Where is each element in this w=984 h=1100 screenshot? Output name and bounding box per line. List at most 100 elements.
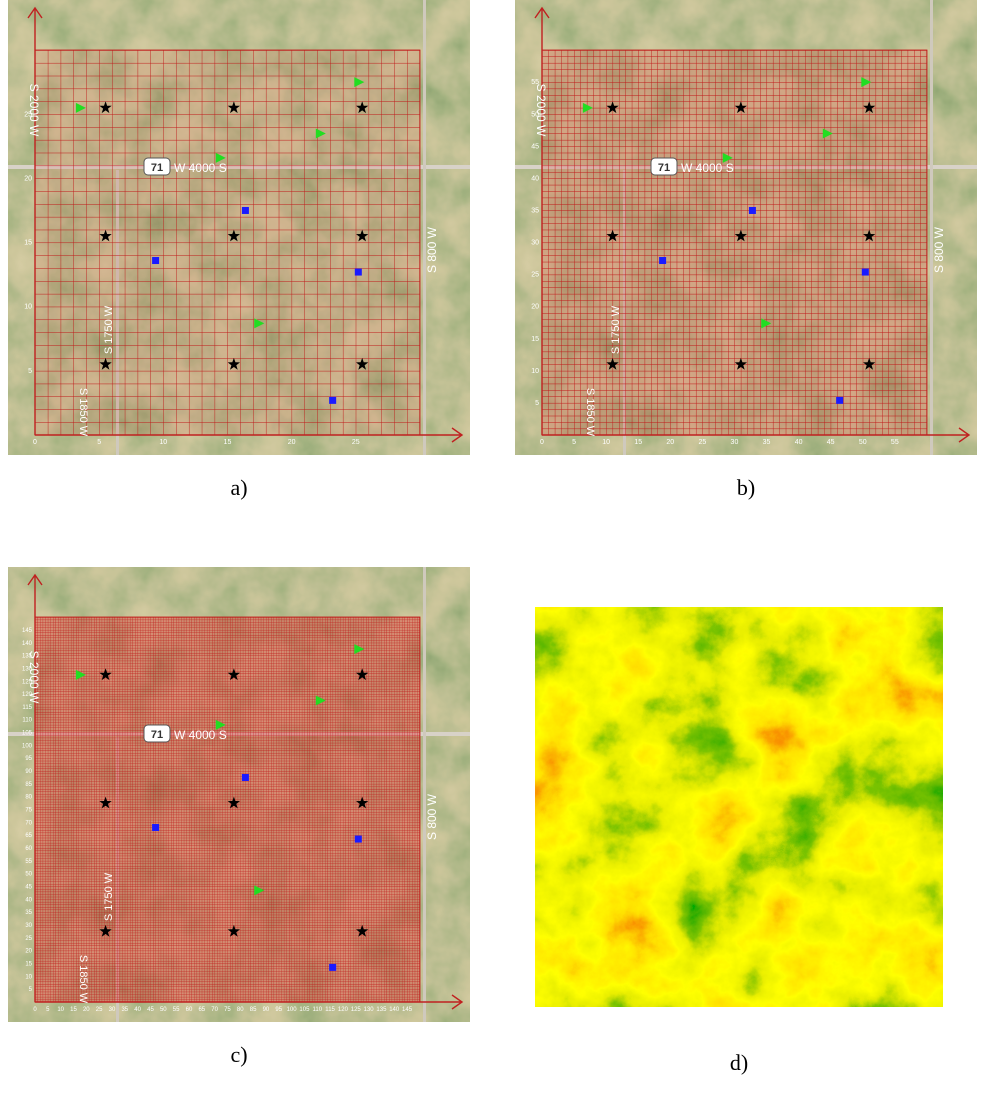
road: [930, 0, 933, 455]
y-tick-label: 25: [25, 936, 32, 942]
y-axis: [27, 573, 43, 1002]
y-tick-label: 55: [25, 859, 32, 865]
y-tick-label: 45: [25, 885, 32, 891]
star-marker: [227, 357, 240, 370]
x-axis: [35, 427, 464, 443]
road-label: S 1850 W: [77, 955, 89, 1004]
y-tick-label: 15: [24, 240, 32, 247]
square-marker: [748, 206, 756, 214]
star-marker: [227, 668, 240, 681]
y-tick-label: 90: [25, 769, 32, 775]
x-tick-label: 35: [763, 439, 771, 446]
y-tick-label: 105: [22, 731, 33, 737]
x-axis: [35, 994, 464, 1010]
triangle-marker: [315, 128, 326, 139]
x-tick-label: 15: [224, 439, 232, 446]
y-tick-label: 75: [25, 808, 32, 814]
star-marker: [606, 101, 619, 114]
y-tick-label: 15: [25, 962, 32, 968]
x-tick-label: 40: [134, 1007, 141, 1013]
x-tick-label: 30: [731, 439, 739, 446]
road-label: S 1850 W: [77, 388, 89, 437]
x-tick-label: 60: [186, 1007, 193, 1013]
y-tick-label: 100: [22, 743, 33, 749]
x-tick-label: 115: [325, 1007, 335, 1013]
square-marker: [861, 268, 869, 276]
x-tick-label: 20: [288, 439, 296, 446]
x-tick-label: 5: [97, 439, 101, 446]
x-tick-label: 75: [224, 1007, 231, 1013]
x-tick-label: 45: [827, 439, 835, 446]
square-marker: [659, 257, 667, 265]
y-tick-label: 60: [25, 846, 32, 852]
x-tick-label: 0: [33, 1007, 37, 1013]
x-tick-label: 70: [211, 1007, 218, 1013]
road-label: S 800 W: [932, 226, 946, 273]
star-marker: [606, 357, 619, 370]
x-tick-label: 105: [299, 1007, 310, 1013]
triangle-marker: [354, 644, 365, 655]
y-tick-label: 65: [25, 833, 32, 839]
heatmap-panel: d): [535, 607, 943, 1075]
y-tick-label: 30: [531, 240, 539, 247]
y-tick-label: 50: [531, 111, 539, 118]
x-tick-label: 20: [666, 439, 674, 446]
y-tick-label: 85: [25, 782, 32, 788]
triangle-marker: [861, 77, 872, 88]
x-tick-label: 25: [96, 1007, 103, 1013]
star-marker: [99, 101, 112, 114]
y-axis: [27, 6, 43, 435]
triangle-marker: [761, 318, 772, 329]
star-marker: [99, 924, 112, 937]
x-tick-label: 130: [364, 1007, 375, 1013]
square-marker: [152, 257, 160, 265]
triangle-marker: [822, 128, 833, 139]
star-marker: [227, 796, 240, 809]
y-tick-label: 10: [25, 974, 32, 980]
square-marker: [241, 206, 249, 214]
star-marker: [227, 229, 240, 242]
x-tick-label: 10: [57, 1007, 64, 1013]
x-axis: [542, 427, 971, 443]
x-tick-label: 85: [250, 1007, 257, 1013]
triangle-marker: [254, 885, 265, 896]
star-marker: [606, 229, 619, 242]
x-tick-label: 140: [389, 1007, 400, 1013]
route-sign: [143, 157, 171, 176]
y-tick-label: 5: [28, 368, 32, 375]
route-number: 71: [658, 162, 670, 174]
x-tick-label: 135: [376, 1007, 387, 1013]
x-tick-label: 35: [121, 1007, 128, 1013]
star-marker: [863, 357, 876, 370]
y-tick-label: 140: [22, 641, 33, 647]
star-marker: [99, 796, 112, 809]
star-marker: [227, 924, 240, 937]
y-tick-label: 20: [531, 304, 539, 311]
triangle-marker: [722, 152, 733, 163]
y-tick-label: 5: [535, 400, 539, 407]
y-tick-label: 20: [25, 949, 32, 955]
y-tick-label: 115: [22, 705, 32, 711]
square-marker: [329, 963, 337, 971]
x-tick-label: 5: [46, 1007, 50, 1013]
triangle-marker: [582, 102, 593, 113]
star-marker: [356, 101, 369, 114]
triangle-marker: [354, 77, 365, 88]
triangle-marker: [315, 695, 326, 706]
y-tick-label: 15: [531, 336, 539, 343]
road-label: S 2000 W: [27, 84, 41, 137]
caption: a): [230, 475, 247, 500]
road-label: S 800 W: [425, 793, 439, 840]
y-tick-label: 145: [22, 628, 33, 634]
x-tick-label: 45: [147, 1007, 154, 1013]
caption: d): [730, 1050, 748, 1075]
star-marker: [863, 101, 876, 114]
x-tick-label: 90: [263, 1007, 270, 1013]
star-marker: [734, 357, 747, 370]
y-tick-label: 50: [25, 872, 32, 878]
y-tick-label: 95: [25, 756, 32, 762]
y-tick-label: 40: [531, 175, 539, 182]
y-tick-label: 10: [24, 304, 32, 311]
y-tick-label: 20: [24, 175, 32, 182]
